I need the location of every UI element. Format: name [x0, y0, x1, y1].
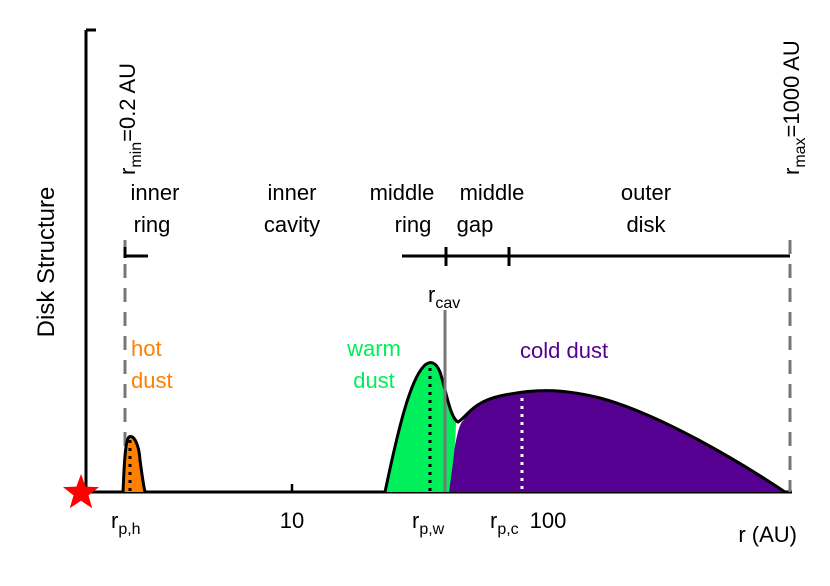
warm-dust-label-line1: warm: [346, 336, 401, 361]
dust-profile-outline: [383, 361, 786, 494]
region-middle-ring-line2: ring: [395, 212, 432, 237]
region-inner-cavity-line1: inner: [268, 180, 317, 205]
rph-label: rp,h: [111, 508, 141, 538]
rmin-subscript: min: [128, 142, 145, 168]
rmin-symbol: r: [115, 168, 140, 175]
rcav-symbol: r: [428, 282, 435, 307]
warm-dust-region: [385, 362, 456, 492]
x-tick-label-10: 10: [280, 508, 304, 533]
rmax-value: =1000 AU: [779, 40, 804, 137]
region-middle-ring-line1: middle: [370, 180, 435, 205]
rpc-symbol: r: [490, 508, 497, 533]
hot-dust-label-line2: dust: [131, 368, 173, 393]
region-middle-gap-line1: middle: [460, 180, 525, 205]
rmax-label: rmax=1000 AU: [779, 40, 809, 175]
rpw-label: rp,w: [412, 508, 445, 538]
y-axis-label: Disk Structure: [33, 187, 60, 338]
rmin-value: =0.2 AU: [115, 63, 140, 142]
region-middle-gap-line2: gap: [457, 212, 494, 237]
rpc-label: rp,c: [490, 508, 519, 538]
x-axis-label: r (AU): [738, 522, 797, 547]
rmin-label: rmin=0.2 AU: [115, 63, 145, 175]
region-outer-disk-line1: outer: [621, 180, 671, 205]
rcav-label: rcav: [428, 282, 460, 312]
region-inner-ring-line1: inner: [131, 180, 180, 205]
region-inner-ring-line2: ring: [134, 212, 171, 237]
x-tick-label-100: 100: [530, 508, 567, 533]
cold-dust-region: [449, 390, 785, 492]
rpc-subscript: p,c: [497, 521, 518, 538]
region-inner-cavity-line2: cavity: [264, 212, 320, 237]
cold-dust-label: cold dust: [520, 338, 608, 363]
hot-dust-outline: [121, 435, 147, 493]
rph-subscript: p,h: [118, 521, 140, 538]
region-outer-disk-line2: disk: [626, 212, 666, 237]
rmax-symbol: r: [779, 168, 804, 175]
rpw-subscript: p,w: [419, 521, 444, 538]
rcav-subscript: cav: [435, 295, 460, 312]
rph-symbol: r: [111, 508, 118, 533]
rmax-subscript: max: [792, 137, 809, 167]
hot-dust-label-line1: hot: [131, 336, 162, 361]
red-star-icon: [63, 474, 99, 509]
rpw-symbol: r: [412, 508, 419, 533]
warm-dust-label-line2: dust: [353, 368, 395, 393]
